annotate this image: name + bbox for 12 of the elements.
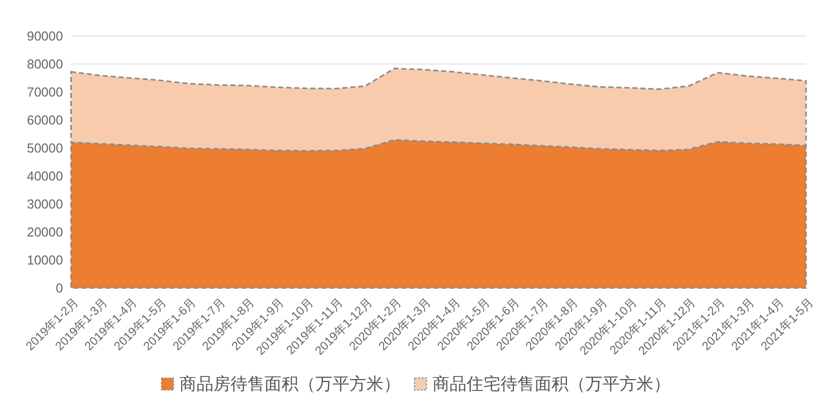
y-tick-label: 40000 <box>26 168 63 184</box>
y-tick-label: 0 <box>56 280 63 296</box>
y-tick-label: 50000 <box>26 140 63 156</box>
y-tick-label: 20000 <box>26 224 63 240</box>
y-tick-label: 60000 <box>26 112 63 128</box>
y-tick-label: 90000 <box>26 28 63 44</box>
y-tick-label: 30000 <box>26 196 63 212</box>
y-tick-label: 10000 <box>26 252 63 268</box>
legend-label: 商品住宅待售面积（万平方米） <box>432 374 670 394</box>
legend-label: 商品房待售面积（万平方米） <box>180 374 400 394</box>
y-tick-label: 80000 <box>26 56 63 72</box>
y-tick-label: 70000 <box>26 84 63 100</box>
